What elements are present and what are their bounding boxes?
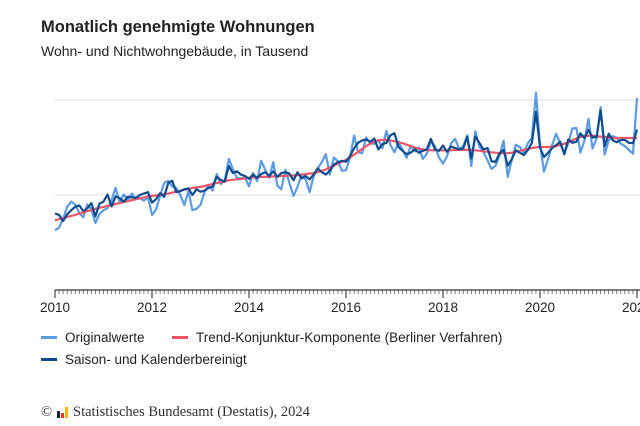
legend-label: Originalwerte (65, 330, 145, 345)
legend-label: Trend-Konjunktur-Komponente (Berliner Ve… (196, 330, 503, 345)
copyright-symbol: © (41, 404, 53, 420)
x-tick-label: 2010 (40, 300, 70, 315)
x-tick-label: 2012 (137, 300, 167, 315)
x-tick-label: 2016 (331, 300, 361, 315)
chart-title: Monatlich genehmigte Wohnungen (41, 18, 315, 36)
x-tick-label: 2020 (525, 300, 555, 315)
legend-swatch-trend (172, 336, 188, 339)
legend-item-original[interactable]: Originalwerte (41, 330, 145, 345)
legend-item-trend[interactable]: Trend-Konjunktur-Komponente (Berliner Ve… (172, 330, 502, 345)
legend-label: Saison- und Kalenderbereinigt (65, 352, 247, 367)
x-tick-label: 2022 (622, 300, 640, 315)
x-tick-label: 2018 (428, 300, 458, 315)
legend-swatch-original (41, 336, 57, 339)
legend-item-seasonally-adjusted[interactable]: Saison- und Kalenderbereinigt (41, 352, 247, 367)
series-line-trend (54, 134, 637, 222)
chart-subtitle: Wohn- und Nichtwohngebäude, in Tausend (41, 43, 309, 59)
series-line-seasonally-adjusted (54, 109, 639, 223)
x-tick-label: 2014 (234, 300, 265, 315)
source-text: Statistisches Bundesamt (Destatis), 2024 (73, 404, 310, 420)
destatis-logo-icon (57, 407, 69, 418)
legend-swatch-seasonally-adjusted (41, 358, 57, 361)
source-footer: © Statistisches Bundesamt (Destatis), 20… (41, 404, 310, 421)
